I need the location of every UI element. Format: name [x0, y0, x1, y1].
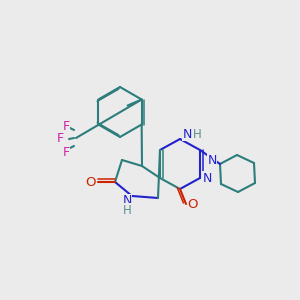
Text: F: F	[62, 119, 70, 133]
Text: O: O	[188, 199, 198, 212]
Text: N: N	[182, 128, 192, 140]
Text: H: H	[123, 203, 131, 217]
Text: O: O	[86, 176, 96, 190]
Text: N: N	[202, 172, 212, 184]
Text: H: H	[193, 128, 201, 140]
Text: N: N	[122, 194, 132, 208]
Text: F: F	[62, 146, 70, 158]
Text: F: F	[56, 133, 64, 146]
Text: N: N	[207, 154, 217, 166]
